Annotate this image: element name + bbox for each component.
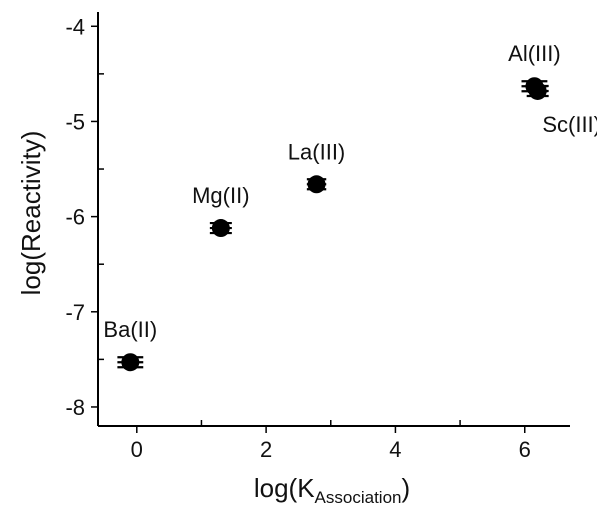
data-marks: Ba(II) Mg(II) La(III) Al(III) Sc(III) [103,41,597,372]
y-axis-title: log(Reactivity) [16,131,46,296]
axes [97,12,570,427]
x-axis-title: log(KAssociation) [254,473,410,507]
x-tick-label: 4 [389,437,401,462]
x-tick-label: 6 [519,437,531,462]
ticks: -4 -5 -6 -7 -8 0 2 4 6 [65,14,530,462]
y-tick-label: -7 [65,300,85,325]
point-label: Ba(II) [103,317,157,342]
y-tick-label: -5 [65,109,85,134]
data-point [121,353,140,372]
x-tick-label: 2 [260,437,272,462]
y-tick-label: -6 [65,205,85,230]
y-tick-label: -4 [65,14,85,39]
point-label: La(III) [288,139,345,164]
y-tick-label: -8 [65,395,85,420]
point-label: Sc(III) [542,112,597,137]
data-point [528,81,547,100]
data-point [307,175,326,194]
data-point [211,219,230,238]
point-label: Mg(II) [192,183,249,208]
x-axis-title-close: ) [401,473,410,503]
point-label: Al(III) [508,41,561,66]
x-tick-label: 0 [131,437,143,462]
x-axis-title-subscript: Association [315,488,402,507]
x-axis-title-main: log(K [254,473,315,503]
